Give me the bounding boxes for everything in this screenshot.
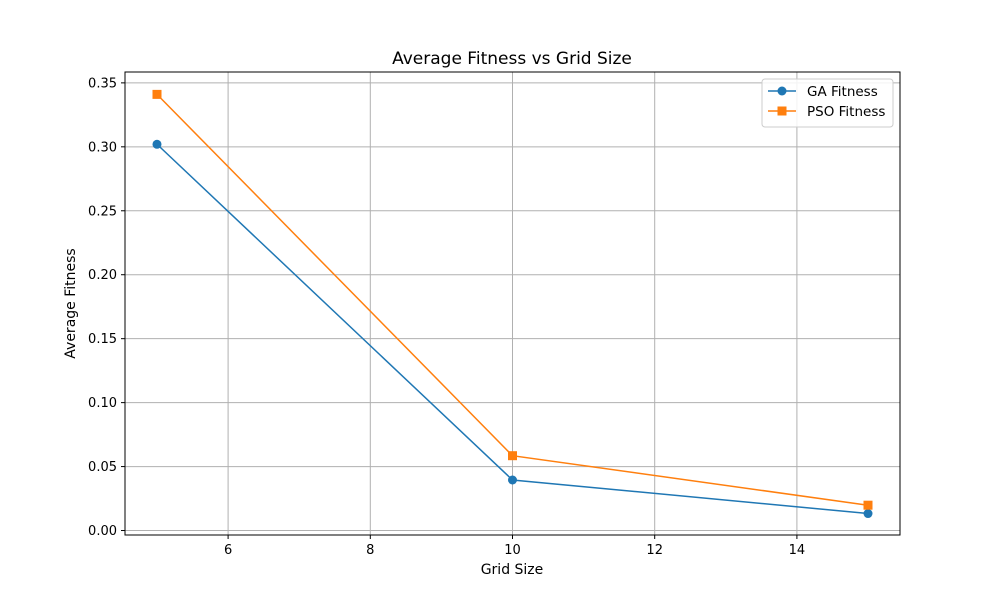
chart-title: Average Fitness vs Grid Size xyxy=(392,49,632,69)
y-axis-label: Average Fitness xyxy=(63,248,79,358)
x-axis-label: Grid Size xyxy=(481,562,544,578)
y-tick-label: 0.15 xyxy=(88,332,117,347)
y-tick-label: 0.05 xyxy=(88,460,117,475)
y-tick-label: 0.10 xyxy=(88,396,117,411)
x-tick-label: 10 xyxy=(504,543,521,558)
data-point-pso-fitness xyxy=(863,500,873,510)
data-point-ga-fitness xyxy=(863,509,873,519)
y-tick-label: 0.25 xyxy=(88,204,117,219)
x-tick-label: 14 xyxy=(789,543,806,558)
data-point-ga-fitness xyxy=(508,475,517,485)
legend-marker-pso xyxy=(777,106,787,116)
legend-label-pso: PSO Fitness xyxy=(807,104,885,120)
x-tick-label: 12 xyxy=(646,543,663,558)
ticks: 6 8 10 12 14 0.00 0.05 0.10 0.15 0.20 0.25 0.30 0.35 xyxy=(88,76,805,558)
x-tick-label: 6 xyxy=(224,543,232,558)
y-tick-label: 0.30 xyxy=(88,140,117,155)
y-tick-label: 0.35 xyxy=(88,76,117,91)
legend: GA Fitness PSO Fitness xyxy=(761,78,894,128)
legend-marker-ga xyxy=(777,86,787,96)
data-point-ga-fitness xyxy=(152,139,162,149)
legend-label-ga: GA Fitness xyxy=(807,84,878,100)
y-tick-label: 0.00 xyxy=(88,524,117,539)
data-point-pso-fitness xyxy=(152,89,162,99)
y-tick-label: 0.20 xyxy=(88,268,117,283)
grid xyxy=(125,72,900,535)
x-tick-label: 8 xyxy=(366,543,374,558)
data-point-pso-fitness xyxy=(508,451,517,461)
series-layer xyxy=(152,89,873,519)
